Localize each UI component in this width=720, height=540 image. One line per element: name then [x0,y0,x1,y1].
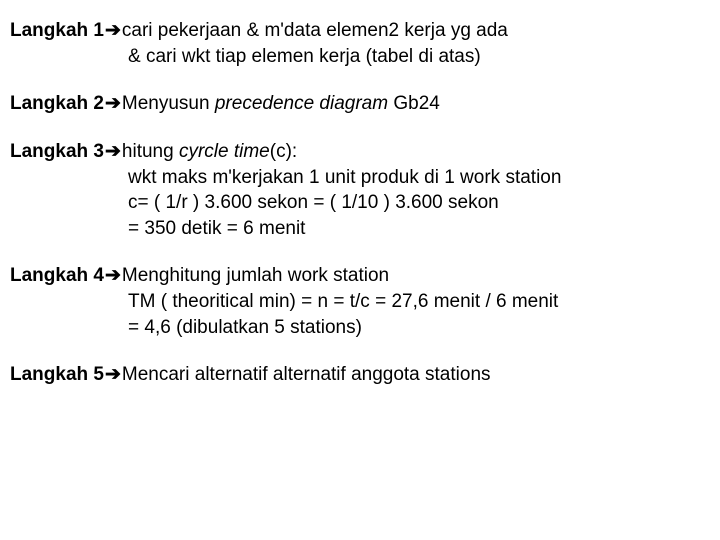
step-4-label: Langkah 4 [10,263,104,289]
step-2-text: Menyusun precedence diagram Gb24 [122,91,440,117]
step-1: Langkah 1 ➔ cari pekerjaan & m'data elem… [10,18,710,69]
step-2-label: Langkah 2 [10,91,104,117]
step-4: Langkah 4 ➔ Menghitung jumlah work stati… [10,263,710,340]
step-5-label: Langkah 5 [10,362,104,388]
step-3-cont-1: wkt maks m'kerjakan 1 unit produk di 1 w… [10,165,710,191]
step-5: Langkah 5 ➔ Mencari alternatif alternati… [10,362,710,388]
step-3-italic: cyrcle time [179,141,270,162]
step-1-line-1: Langkah 1 ➔ cari pekerjaan & m'data elem… [10,18,710,44]
step-5-text: Mencari alternatif alternatif anggota st… [122,362,491,388]
arrow-icon: ➔ [104,18,122,44]
step-3-prefix: hitung [122,141,179,162]
arrow-icon: ➔ [104,362,122,388]
arrow-icon: ➔ [104,139,122,165]
step-5-line-1: Langkah 5 ➔ Mencari alternatif alternati… [10,362,710,388]
step-4-cont-1: TM ( theoritical min) = n = t/c = 27,6 m… [10,289,710,315]
step-2-prefix: Menyusun [122,93,215,114]
step-1-text: cari pekerjaan & m'data elemen2 kerja yg… [122,18,508,44]
step-3-line-1: Langkah 3 ➔ hitung cyrcle time(c): [10,139,710,165]
step-4-line-1: Langkah 4 ➔ Menghitung jumlah work stati… [10,263,710,289]
step-2: Langkah 2 ➔ Menyusun precedence diagram … [10,91,710,117]
step-2-line-1: Langkah 2 ➔ Menyusun precedence diagram … [10,91,710,117]
step-4-cont-2: = 4,6 (dibulatkan 5 stations) [10,315,710,341]
arrow-icon: ➔ [104,263,122,289]
step-3-text: hitung cyrcle time(c): [122,139,297,165]
step-3-suffix: (c): [270,141,297,162]
step-4-text: Menghitung jumlah work station [122,263,389,289]
step-2-suffix: Gb24 [388,93,440,114]
step-1-cont-1: & cari wkt tiap elemen kerja (tabel di a… [10,44,710,70]
step-2-italic: precedence diagram [215,93,388,114]
step-3-cont-2: c= ( 1/r ) 3.600 sekon = ( 1/10 ) 3.600 … [10,190,710,216]
step-3-cont-3: = 350 detik = 6 menit [10,216,710,242]
step-1-label: Langkah 1 [10,18,104,44]
step-3: Langkah 3 ➔ hitung cyrcle time(c): wkt m… [10,139,710,242]
arrow-icon: ➔ [104,91,122,117]
step-3-label: Langkah 3 [10,139,104,165]
